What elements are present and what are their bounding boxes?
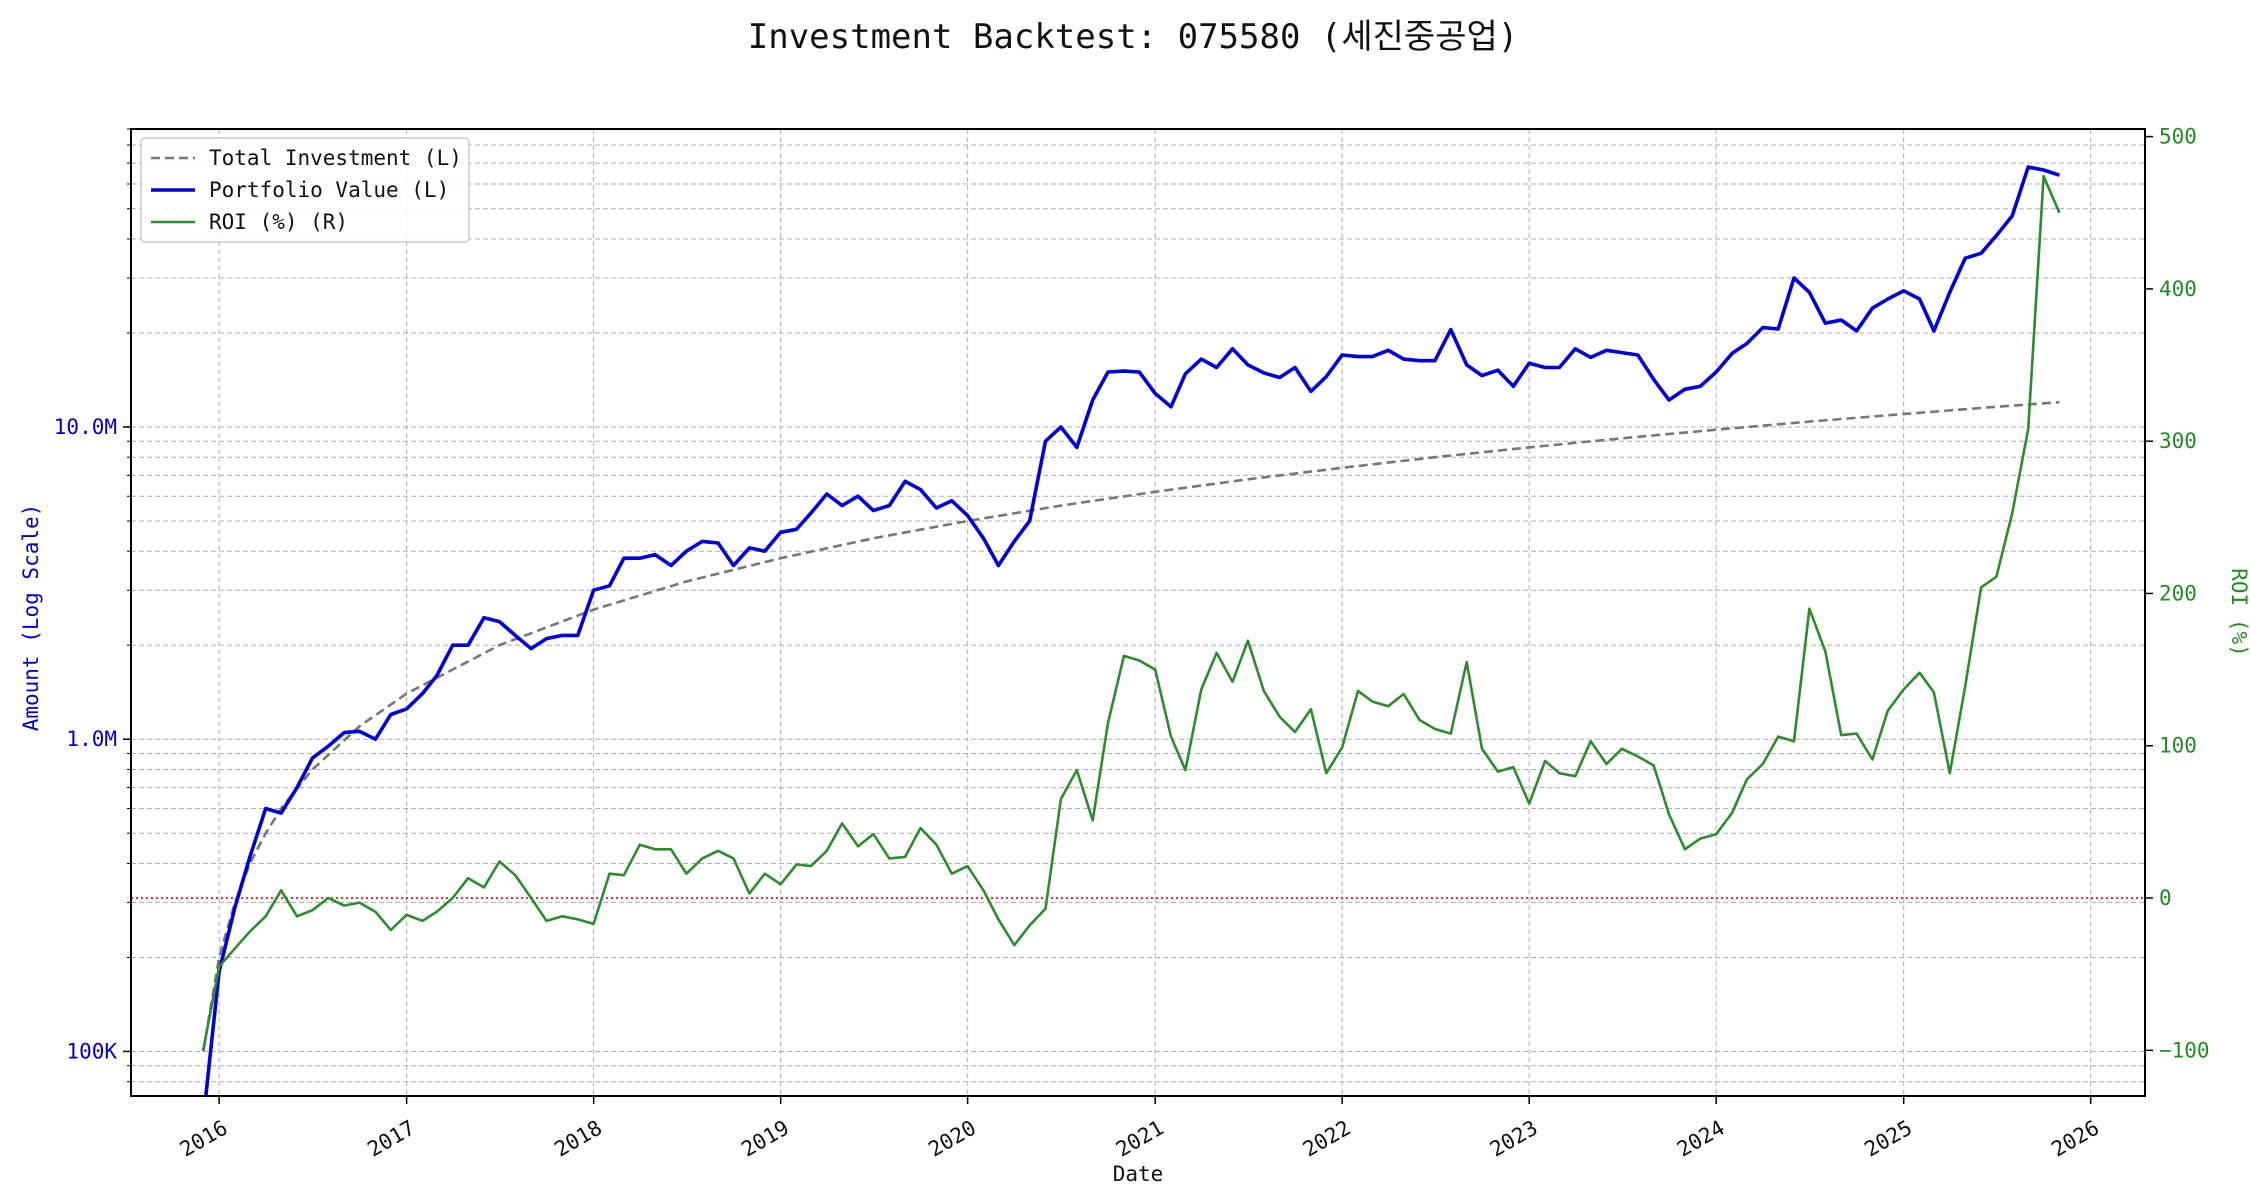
series-line-1 xyxy=(201,400,2060,1052)
right-tick-label: 0 xyxy=(2159,886,2172,910)
right-tick-label: −100 xyxy=(2159,1038,2210,1062)
legend: Total Investment (L) Portfolio Value (L) R… xyxy=(140,137,470,243)
legend-box xyxy=(140,137,470,243)
right-tick-label: 500 xyxy=(2159,125,2197,149)
legend-label-3: ROI (%) (R) xyxy=(209,210,348,234)
left-tick-label: 1.0M xyxy=(66,727,117,751)
legend-label-2: Portfolio Value (L) xyxy=(209,178,449,202)
series-line-3 xyxy=(201,174,2061,1051)
grid-lines xyxy=(131,128,2145,1096)
chart-title: Investment Backtest: 075580 (세진중공업) xyxy=(748,17,1519,57)
left-tick-label: 10.0M xyxy=(54,415,117,439)
plot-area-frame xyxy=(130,128,2146,1097)
right-tick-label: 200 xyxy=(2159,581,2197,605)
left-axis: 100K 1.0M 10.0M xyxy=(54,128,131,1083)
series-line-2 xyxy=(204,165,2060,1096)
right-tick-label: 100 xyxy=(2159,734,2197,758)
series-lines xyxy=(201,165,2061,1096)
left-tick-label: 100K xyxy=(66,1039,117,1063)
x-axis-label: Date xyxy=(1113,1162,1164,1186)
legend-label-1: Total Investment (L) xyxy=(209,146,462,170)
right-axis-label: ROI (%) xyxy=(2227,568,2250,657)
left-axis-label: Amount (Log Scale) xyxy=(19,504,43,732)
right-tick-label: 400 xyxy=(2159,277,2197,301)
right-axis: −100 0 100 200 300 400 500 xyxy=(2145,125,2210,1062)
right-tick-label: 300 xyxy=(2159,429,2197,453)
